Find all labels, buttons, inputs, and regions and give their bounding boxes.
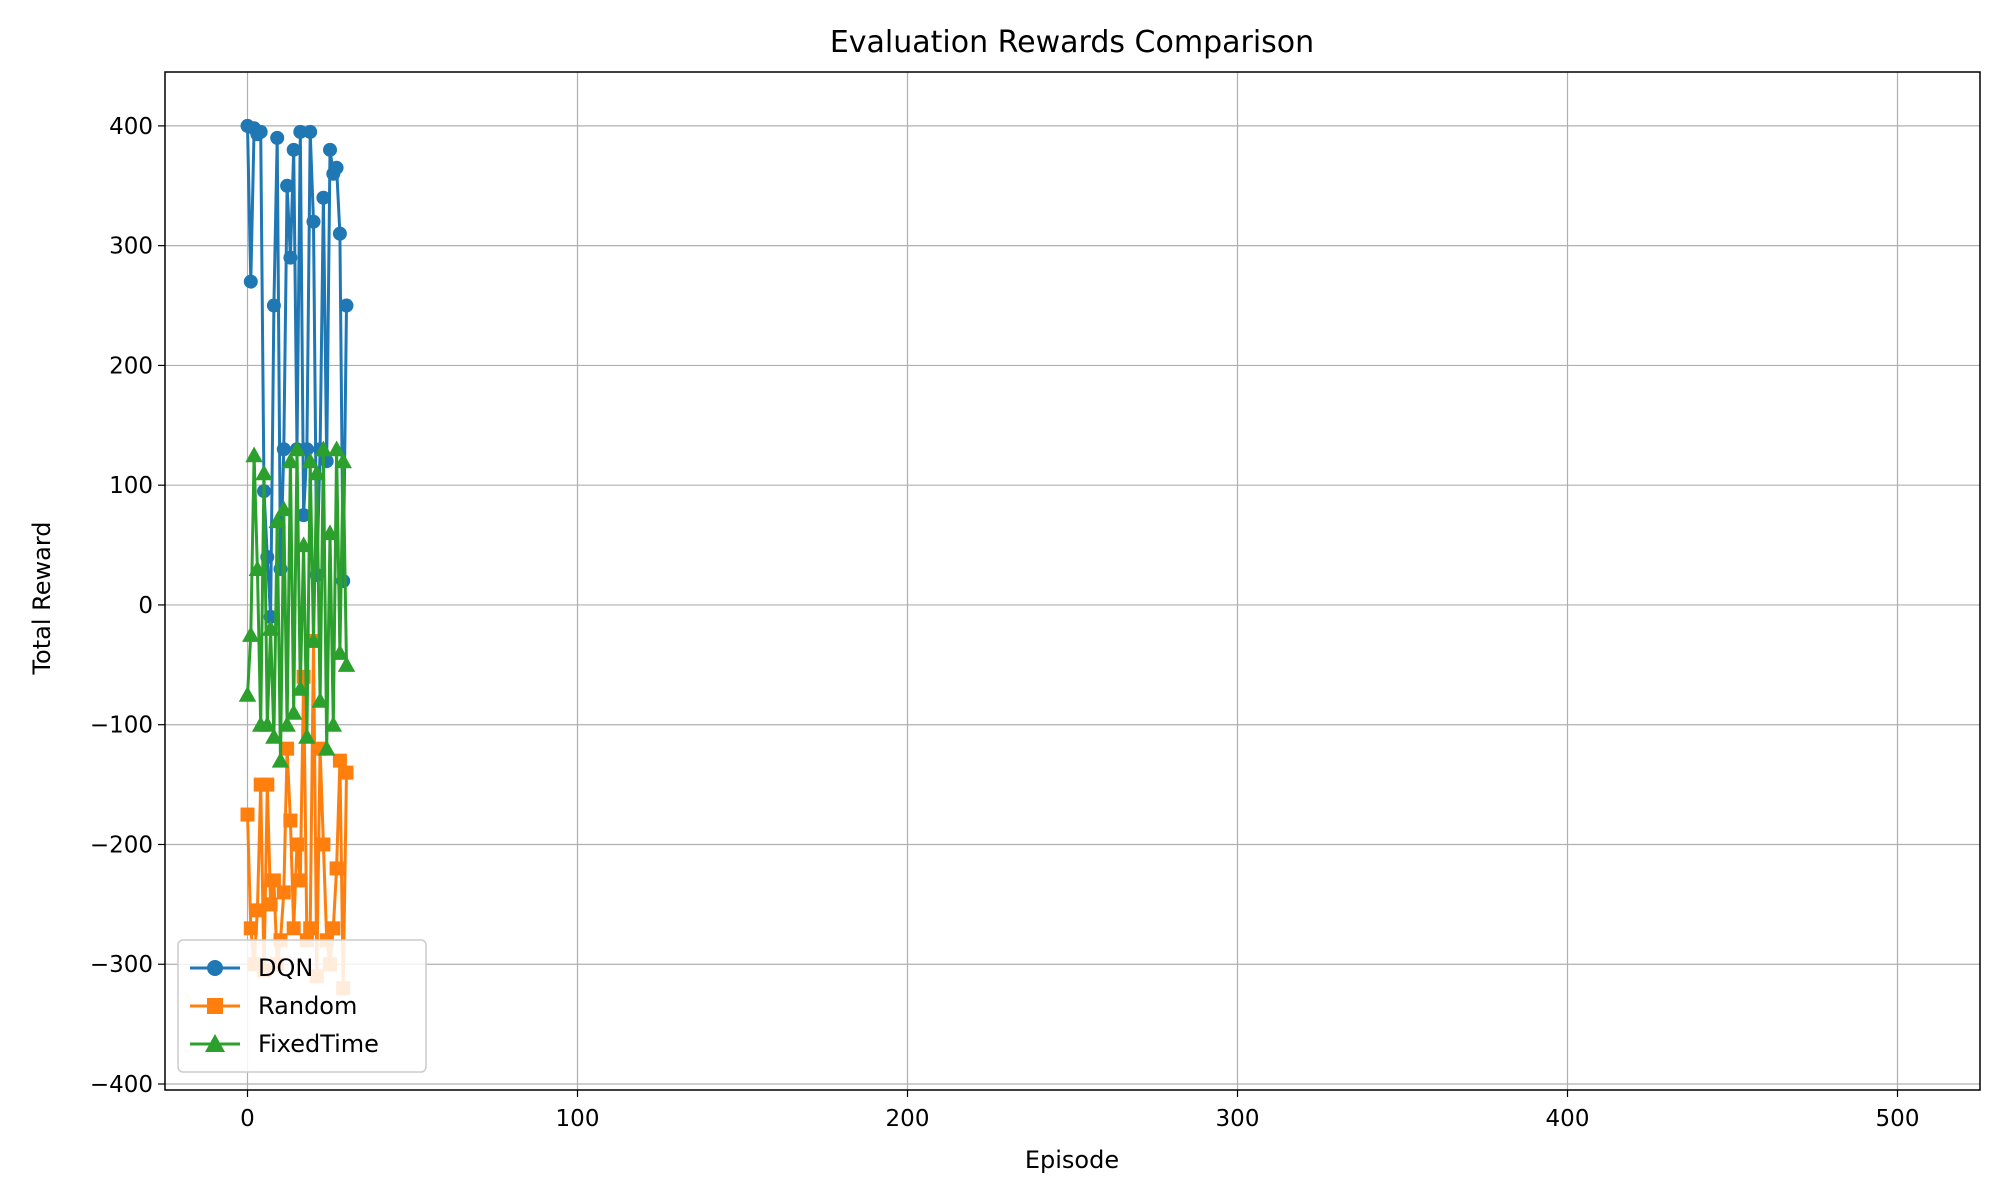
data-point-random	[316, 837, 331, 852]
legend-marker	[205, 1034, 225, 1052]
data-point-fixedtime	[327, 440, 346, 457]
data-point-dqn	[339, 298, 354, 313]
data-point-random	[263, 897, 278, 912]
data-point-random	[329, 861, 344, 876]
legend-label: DQN	[258, 954, 313, 982]
data-point-random	[293, 873, 308, 888]
data-point-fixedtime	[238, 686, 257, 702]
legend-label: Random	[258, 992, 357, 1020]
data-point-fixedtime	[242, 626, 260, 642]
x-tick-label: 300	[1216, 1106, 1260, 1132]
y-tick-label: −200	[90, 832, 153, 858]
y-axis-label: Total Reward	[28, 521, 56, 675]
data-point-random	[240, 807, 255, 822]
data-point-fixedtime	[304, 632, 323, 648]
data-point-random	[283, 813, 298, 828]
y-tick-label: −400	[90, 1072, 153, 1098]
data-point-fixedtime	[258, 715, 277, 732]
data-point-random	[260, 777, 275, 792]
y-tick-label: −300	[90, 952, 153, 978]
y-tick-label: 200	[109, 353, 153, 379]
data-point-dqn	[253, 124, 268, 139]
data-point-random	[250, 903, 265, 918]
data-point-fixedtime	[275, 500, 293, 517]
series-fixedtime	[238, 440, 356, 768]
data-point-fixedtime	[245, 446, 263, 463]
data-point-fixedtime	[334, 452, 352, 469]
data-point-fixedtime	[291, 680, 310, 696]
data-point-fixedtime	[298, 727, 316, 744]
chart-title: Evaluation Rewards Comparison	[830, 25, 1314, 60]
data-point-dqn	[266, 298, 281, 313]
y-tick-label: 400	[109, 114, 153, 140]
data-point-fixedtime	[301, 452, 319, 469]
data-point-dqn	[316, 190, 331, 205]
data-point-dqn	[270, 130, 285, 145]
data-point-random	[280, 741, 295, 756]
data-point-fixedtime	[314, 440, 333, 457]
data-point-dqn	[293, 124, 308, 139]
data-point-random	[332, 753, 347, 768]
data-point-random	[303, 921, 318, 936]
data-point-fixedtime	[288, 440, 306, 457]
y-tick-label: 100	[109, 473, 153, 499]
data-point-fixedtime	[337, 656, 356, 672]
y-tick-label: 300	[109, 234, 153, 260]
data-point-random	[243, 921, 258, 936]
x-tick-label: 200	[886, 1106, 930, 1132]
data-point-fixedtime	[308, 464, 326, 481]
data-point-fixedtime	[324, 715, 343, 732]
data-point-fixedtime	[311, 692, 329, 708]
legend-label: FixedTime	[258, 1030, 379, 1058]
data-point-random	[326, 921, 341, 936]
data-point-fixedtime	[248, 560, 267, 577]
data-point-dqn	[280, 178, 295, 193]
y-tick-label: 0	[138, 593, 153, 619]
data-point-dqn	[286, 142, 301, 157]
plot-frame	[164, 71, 1981, 1091]
data-point-fixedtime	[265, 727, 283, 744]
data-point-dqn	[329, 160, 344, 175]
data-point-fixedtime	[271, 751, 290, 768]
data-point-random	[286, 921, 301, 936]
data-point-fixedtime	[284, 703, 303, 720]
data-point-fixedtime	[261, 620, 280, 636]
data-point-dqn	[332, 226, 347, 241]
data-point-fixedtime	[268, 512, 286, 529]
data-point-fixedtime	[255, 464, 273, 481]
data-point-random	[266, 873, 281, 888]
x-axis-label: Episode	[1025, 1146, 1119, 1174]
data-point-fixedtime	[278, 715, 296, 732]
data-point-dqn	[243, 274, 258, 289]
data-point-fixedtime	[331, 644, 349, 660]
x-tick-label: 0	[240, 1106, 255, 1132]
data-point-fixedtime	[281, 452, 300, 469]
data-point-fixedtime	[321, 524, 339, 541]
legend-marker	[207, 998, 223, 1014]
axis-ticks: 0 100 200 300 400 500 −400 −300 −200 −100 0 100 200 3…	[90, 114, 1920, 1132]
data-point-fixedtime	[294, 536, 313, 553]
grid	[165, 72, 1980, 1090]
data-point-dqn	[296, 508, 311, 523]
y-tick-label: −100	[90, 713, 153, 739]
legend-marker	[207, 960, 223, 976]
x-tick-label: 500	[1876, 1106, 1920, 1132]
data-point-dqn	[306, 214, 321, 229]
data-point-dqn	[276, 442, 291, 457]
data-point-random	[339, 765, 354, 780]
legend-frame	[177, 939, 427, 1073]
legend: DQN Random FixedTime	[177, 939, 427, 1073]
x-tick-label: 100	[556, 1106, 600, 1132]
data-point-dqn	[283, 250, 298, 265]
data-point-random	[290, 837, 304, 852]
data-point-fixedtime	[317, 739, 336, 756]
data-point-random	[276, 885, 291, 900]
x-tick-label: 400	[1546, 1106, 1590, 1132]
data-point-dqn	[303, 124, 318, 139]
data-point-dqn	[323, 142, 337, 157]
